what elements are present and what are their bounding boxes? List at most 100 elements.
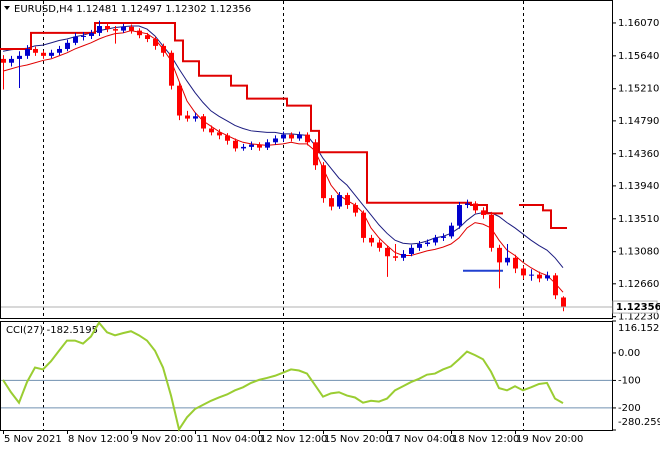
x-tick-label: 12 Nov 12:00	[260, 434, 327, 445]
candle-body	[241, 146, 246, 149]
candle-body	[105, 26, 110, 30]
candle-body	[17, 55, 22, 59]
candle-body	[265, 142, 270, 148]
candle-body	[97, 26, 102, 33]
y-tick-label: 1.13080	[618, 247, 659, 258]
candle-body	[281, 134, 286, 139]
candle-body	[113, 29, 118, 31]
candle-body	[161, 45, 166, 53]
candle-body	[9, 58, 14, 63]
indicator-line	[2, 320, 564, 432]
candle-body	[449, 225, 454, 237]
candle-body	[209, 128, 214, 133]
candle-body	[1, 58, 6, 63]
candle-body	[473, 203, 478, 211]
candle-body	[289, 134, 294, 139]
candle-body	[217, 132, 222, 136]
candle-body	[505, 257, 510, 263]
candle-body	[81, 35, 86, 37]
y-tick-label: 1.13510	[618, 214, 659, 225]
candle-body	[393, 256, 398, 258]
candle-body	[441, 236, 446, 238]
x-tick-label: 9 Nov 20:00	[132, 434, 193, 445]
y-tick-label: 0.00	[618, 348, 640, 359]
candle-body	[529, 274, 534, 276]
candle-body	[561, 297, 566, 308]
candle-body	[537, 274, 542, 279]
indicator-line	[2, 30, 564, 293]
candle-body	[57, 48, 62, 53]
candle-body	[49, 52, 54, 56]
candle-body	[425, 242, 430, 245]
candle-body	[361, 212, 366, 238]
x-tick-label: 19 Nov 20:00	[516, 434, 583, 445]
candle-body	[433, 237, 438, 243]
y-tick-label: 1.14790	[618, 116, 659, 127]
candle-body	[89, 32, 94, 36]
menu-arrow[interactable]	[4, 6, 10, 10]
price-label: 1.12356	[616, 302, 660, 313]
candle-body	[521, 268, 526, 276]
y-tick-label: 1.15640	[618, 51, 659, 62]
candle-body	[185, 115, 190, 119]
candle-body	[337, 195, 342, 207]
candle-body	[489, 214, 494, 248]
y-tick-label: 1.14360	[618, 149, 659, 160]
candle-body	[305, 134, 310, 143]
candle-body	[329, 198, 334, 207]
candle-body	[145, 35, 150, 40]
candle-body	[321, 165, 326, 199]
main-panel	[0, 0, 613, 319]
candle-body	[369, 237, 374, 243]
candle-body	[41, 52, 46, 56]
candle-body	[297, 134, 302, 139]
y-tick-label: 1.13940	[618, 181, 659, 192]
candle-body	[465, 203, 470, 206]
y-tick-label: -280.2592	[618, 417, 660, 428]
candle-body	[385, 247, 390, 257]
chart-title: EURUSD,H4 1.12481 1.12497 1.12302 1.1235…	[14, 4, 251, 15]
y-tick-label: 1.12660	[618, 279, 659, 290]
candle-body	[169, 52, 174, 86]
y-tick-label: 1.15210	[618, 84, 659, 95]
price-box	[612, 300, 658, 314]
x-tick-label: 8 Nov 12:00	[68, 434, 129, 445]
y-tick-label: 116.1529	[618, 323, 660, 334]
x-tick-label: 11 Nov 04:00	[196, 434, 263, 445]
candle-body	[33, 48, 38, 53]
candle-body	[513, 257, 518, 269]
candle-body	[201, 116, 206, 129]
y-tick-label: -100	[618, 375, 641, 386]
candle-body	[345, 195, 350, 206]
y-tick-label: 1.12230	[618, 312, 659, 323]
y-tick-label: 1.16070	[618, 18, 659, 29]
x-tick-label: 5 Nov 2021	[4, 434, 62, 445]
x-tick-label: 17 Nov 04:00	[388, 434, 455, 445]
candle-body	[25, 48, 30, 56]
candle-body	[457, 205, 462, 226]
candle-body	[313, 142, 318, 166]
candle-body	[137, 30, 142, 36]
candle-body	[225, 135, 230, 141]
x-tick-label: 15 Nov 20:00	[324, 434, 391, 445]
candle-body	[273, 138, 278, 143]
candle-body	[409, 247, 414, 254]
y-tick-label: -200	[618, 403, 641, 414]
candle-body	[65, 42, 70, 49]
candle-body	[257, 144, 262, 148]
cci-title: CCI(27) -182.5195	[6, 325, 98, 336]
candle-body	[121, 26, 126, 31]
candle-body	[177, 85, 182, 116]
candle-body	[129, 26, 134, 31]
candle-body	[353, 205, 358, 213]
cci-panel	[0, 321, 613, 431]
candle-body	[553, 275, 558, 296]
candle-body	[249, 144, 254, 147]
candle-body	[153, 39, 158, 46]
candle-body	[193, 116, 198, 119]
candle-body	[417, 244, 422, 248]
candle-body	[497, 247, 502, 263]
